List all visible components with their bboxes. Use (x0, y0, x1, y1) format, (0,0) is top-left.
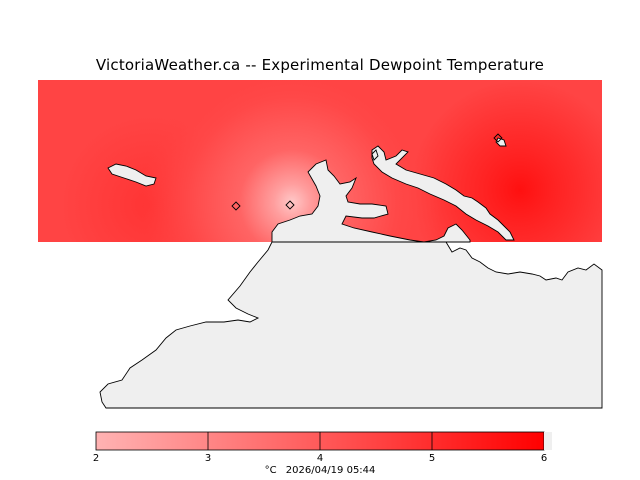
legend-tick-label: 3 (204, 453, 212, 464)
island-small (371, 149, 379, 161)
station-marker-central (285, 200, 295, 210)
legend-gray-strip (544, 432, 552, 450)
legend-unit: °C (264, 465, 277, 476)
legend-tick-label: 2 (92, 453, 100, 464)
island-east (495, 137, 507, 147)
legend-tick-label: 6 (540, 453, 548, 464)
legend-footer: °C 2026/04/19 05:44 (0, 465, 640, 476)
land-northeast (371, 145, 515, 241)
legend-tick-label: 4 (316, 453, 324, 464)
map-title: VictoriaWeather.ca -- Experimental Dewpo… (95, 56, 545, 74)
island-west (107, 163, 157, 187)
timestamp: 2026/04/19 05:44 (285, 465, 376, 476)
station-marker-west (231, 201, 241, 211)
color-legend (95, 431, 552, 451)
station-markers (231, 133, 503, 211)
station-marker-east (493, 133, 503, 143)
land-south (99, 241, 603, 409)
land-peninsula (271, 159, 471, 243)
legend-tick-label: 5 (428, 453, 436, 464)
